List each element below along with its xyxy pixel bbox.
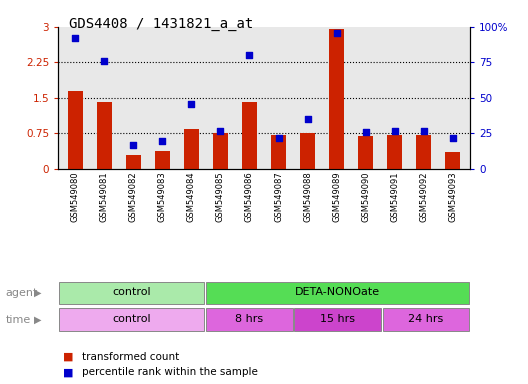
Bar	[68, 91, 83, 169]
Point	[216, 127, 225, 134]
Point	[332, 30, 341, 36]
Point	[158, 137, 167, 144]
Text: transformed count: transformed count	[82, 352, 179, 362]
Text: percentile rank within the sample: percentile rank within the sample	[82, 367, 258, 377]
Bar	[299, 134, 316, 169]
Point	[303, 116, 312, 122]
Point	[100, 58, 109, 64]
Text: 8 hrs: 8 hrs	[235, 314, 263, 324]
Text: DETA-NONOate: DETA-NONOate	[295, 287, 380, 297]
Point	[390, 127, 399, 134]
Point	[274, 135, 282, 141]
Bar	[97, 102, 112, 169]
Bar	[126, 155, 142, 169]
Point	[246, 52, 254, 58]
Point	[361, 129, 370, 135]
Bar	[328, 29, 344, 169]
Point	[448, 135, 457, 141]
Text: control: control	[112, 314, 151, 324]
Bar	[206, 281, 469, 304]
Bar	[270, 135, 287, 169]
Point	[187, 101, 196, 107]
Bar	[206, 308, 293, 331]
Bar	[155, 151, 171, 169]
Bar	[357, 136, 373, 169]
Bar	[212, 134, 229, 169]
Text: 15 hrs: 15 hrs	[320, 314, 355, 324]
Point	[71, 35, 80, 41]
Bar	[184, 129, 200, 169]
Point	[419, 127, 428, 134]
Text: time: time	[5, 314, 31, 325]
Text: GDS4408 / 1431821_a_at: GDS4408 / 1431821_a_at	[69, 17, 253, 31]
Bar	[416, 135, 431, 169]
Bar	[445, 152, 460, 169]
Bar	[294, 308, 381, 331]
Text: control: control	[112, 287, 151, 297]
Bar	[383, 308, 469, 331]
Text: ▶: ▶	[34, 288, 42, 298]
Bar	[241, 102, 258, 169]
Text: ■: ■	[63, 367, 74, 377]
Bar	[386, 135, 402, 169]
Bar	[59, 308, 204, 331]
Text: ■: ■	[63, 352, 74, 362]
Text: ▶: ▶	[34, 314, 42, 325]
Text: 24 hrs: 24 hrs	[408, 314, 444, 324]
Point	[129, 142, 138, 148]
Bar	[59, 281, 204, 304]
Text: agent: agent	[5, 288, 37, 298]
